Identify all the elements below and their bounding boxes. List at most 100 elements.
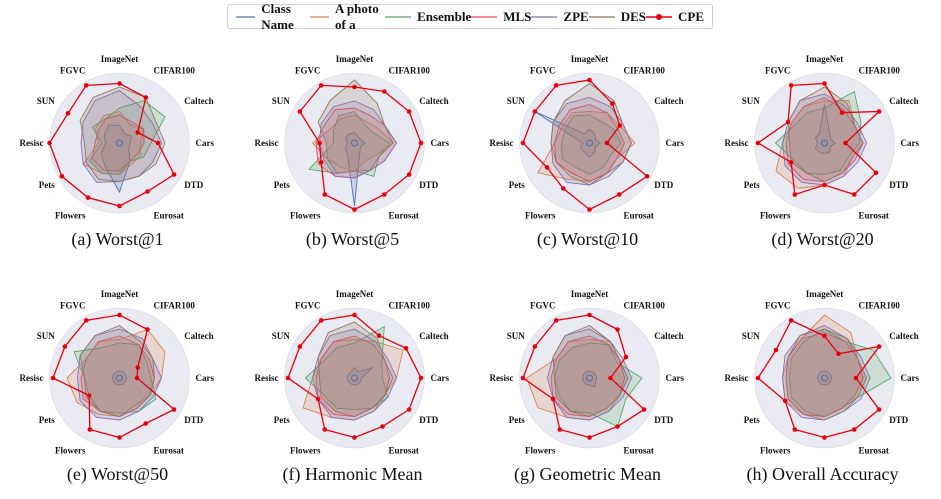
series-point <box>876 344 882 349</box>
series-point <box>322 427 328 432</box>
series-point <box>553 83 559 88</box>
axis-label: Eurosat <box>859 446 889 456</box>
axis-label: CIFAR100 <box>624 65 666 75</box>
axis-label: Eurosat <box>154 211 184 221</box>
radar-panel: ImageNet CIFAR100 Caltech Cars DTD Eurosat Foo… <box>470 268 705 458</box>
radar-center <box>351 139 358 147</box>
series-point <box>587 435 592 440</box>
series-polygon <box>317 79 394 174</box>
series-point <box>406 172 412 177</box>
axis-label: SUN <box>272 331 291 341</box>
legend-swatch <box>471 15 498 18</box>
series-point <box>615 424 620 429</box>
axis-label: Flowers <box>55 211 86 221</box>
series-point <box>644 174 650 179</box>
axis-label: Pets <box>39 180 55 190</box>
series-point <box>550 396 556 402</box>
series-point <box>755 140 761 146</box>
radar-panel: ImageNet CIFAR100 Caltech Cars DTD Eurosat Foo… <box>235 268 470 458</box>
radar-background <box>284 72 425 214</box>
series-point <box>50 375 56 381</box>
legend-swatch <box>309 15 329 18</box>
series-polygon <box>317 321 394 417</box>
axis-label: Resisc <box>725 373 749 383</box>
axis-label: Flowers <box>290 446 321 456</box>
radar-center <box>821 374 828 382</box>
series-point <box>852 427 857 432</box>
series-point <box>544 165 550 170</box>
axis-label: Caltech <box>654 96 684 106</box>
legend-label: Ensemble <box>417 8 472 24</box>
radar-panel: ImageNet CIFAR100 Caltech Cars DTD Eurosat Foo… <box>235 33 470 223</box>
series-point <box>520 375 526 381</box>
series-polygon <box>817 370 832 386</box>
axis-label: Cars <box>666 373 685 383</box>
axis-label: ImageNet <box>336 54 374 64</box>
legend-item: Ensemble <box>385 9 471 25</box>
radar-chart: ImageNet CIFAR100 Caltech Cars DTD Eurosat Foo… <box>490 289 685 458</box>
axis-label: FGVC <box>530 300 556 310</box>
radar-center <box>586 139 593 147</box>
axis-label: Food <box>345 457 365 458</box>
axis-label: DTD <box>419 415 439 425</box>
axis-label: Resisc <box>490 138 514 148</box>
axis-label: Flowers <box>525 446 556 456</box>
series-point <box>604 140 610 146</box>
axis-label: FGVC <box>60 65 86 75</box>
radar-center <box>351 374 358 382</box>
series-point <box>117 435 122 440</box>
axis-label: DTD <box>184 180 204 190</box>
legend-label: A photo of a <box>334 0 379 32</box>
axis-label: Caltech <box>889 331 919 341</box>
series-point <box>587 77 592 83</box>
series-point <box>352 207 357 212</box>
series-point <box>318 83 324 88</box>
series-point <box>117 312 122 318</box>
series-point <box>876 109 882 114</box>
legend-item: A photo of a <box>309 0 385 33</box>
series-point <box>822 182 827 188</box>
axis-label: SUN <box>507 96 526 106</box>
series-point <box>117 203 122 209</box>
legend-label: CPE <box>678 8 704 24</box>
axis-label: Food <box>110 457 130 458</box>
series-point <box>135 365 140 370</box>
radar-chart: ImageNet CIFAR100 Caltech Cars DTD Eurosat Foo… <box>20 54 215 223</box>
series-point <box>822 81 827 86</box>
axis-label: Resisc <box>725 138 749 148</box>
axis-label: Eurosat <box>859 211 889 221</box>
axis-label: Resisc <box>255 373 279 383</box>
series-point <box>87 427 93 432</box>
series-point <box>403 346 409 351</box>
series-point <box>376 333 382 338</box>
axis-label: Cars <box>431 138 450 148</box>
axis-label: CIFAR100 <box>154 65 196 75</box>
legend-item: CPE <box>646 9 704 25</box>
series-polygon <box>91 114 145 172</box>
axis-label: Resisc <box>255 138 279 148</box>
series-point <box>382 89 387 94</box>
series-point <box>65 111 71 116</box>
series-point <box>873 170 879 176</box>
axis-label: Pets <box>509 180 525 190</box>
legend-label: Class Name <box>261 0 294 32</box>
series-polygon <box>79 86 166 182</box>
series-point <box>117 81 122 86</box>
axis-label: Food <box>580 222 600 223</box>
axis-label: Food <box>580 457 600 458</box>
series-point <box>380 424 385 429</box>
radar-chart: ImageNet CIFAR100 Caltech Cars DTD Eurosat Foo… <box>725 289 920 458</box>
series-polygon <box>73 342 157 414</box>
axis-label: Food <box>345 222 365 223</box>
series-point <box>322 192 328 197</box>
series-polygon <box>112 370 127 386</box>
series-point <box>382 192 387 197</box>
axis-label: SUN <box>272 96 291 106</box>
legend-swatch <box>588 15 615 18</box>
series-point <box>617 123 623 128</box>
series-polygon <box>582 370 597 388</box>
series-point <box>788 83 794 88</box>
axis-label: Cars <box>196 373 215 383</box>
axis-label: FGVC <box>765 300 791 310</box>
series-point <box>822 333 827 339</box>
